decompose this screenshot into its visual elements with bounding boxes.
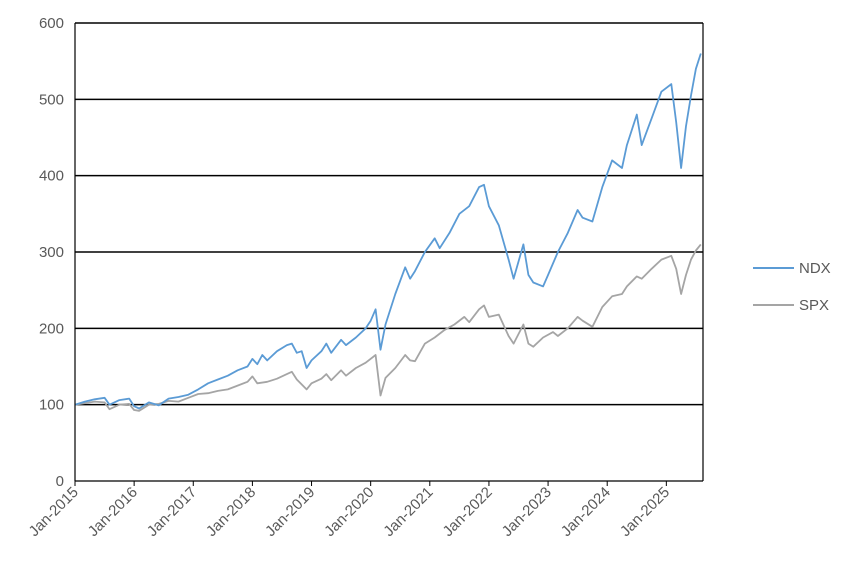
legend: NDX SPX bbox=[753, 260, 831, 314]
x-tick-label: Jan-2022 bbox=[440, 484, 496, 540]
y-tick-label: 0 bbox=[56, 473, 64, 490]
x-tick-label: Jan-2021 bbox=[380, 484, 436, 540]
x-tick-label: Jan-2018 bbox=[203, 484, 259, 540]
gridlines bbox=[75, 22, 703, 406]
legend-item-ndx: NDX bbox=[753, 260, 831, 277]
y-tick-label: 600 bbox=[39, 15, 64, 32]
y-tick-label: 200 bbox=[39, 320, 64, 337]
series-line-ndx bbox=[74, 53, 702, 410]
legend-label-ndx: NDX bbox=[799, 260, 831, 277]
y-tick-label: 400 bbox=[39, 168, 64, 185]
x-tick-label: Jan-2016 bbox=[85, 484, 141, 540]
x-tick-label: Jan-2015 bbox=[26, 484, 82, 540]
x-tick-label: Jan-2019 bbox=[262, 484, 318, 540]
x-tick-labels: Jan-2015 Jan-2016 Jan-2017 Jan-2018 Jan-2019… bbox=[26, 484, 674, 540]
y-tick-labels: 0 100 200 300 400 500 600 bbox=[39, 15, 64, 490]
y-tick-label: 100 bbox=[39, 397, 64, 414]
x-tick-label: Jan-2020 bbox=[321, 484, 377, 540]
axes bbox=[74, 23, 704, 486]
y-tick-label: 500 bbox=[39, 91, 64, 108]
x-tick-label: Jan-2025 bbox=[617, 484, 673, 540]
x-tick-label: Jan-2023 bbox=[499, 484, 555, 540]
x-tick-label: Jan-2017 bbox=[144, 484, 200, 540]
x-tick-label: Jan-2024 bbox=[558, 484, 614, 540]
y-tick-label: 300 bbox=[39, 244, 64, 261]
series-lines bbox=[74, 53, 702, 412]
legend-item-spx: SPX bbox=[753, 297, 829, 314]
series-line-spx bbox=[74, 243, 702, 412]
legend-label-spx: SPX bbox=[799, 297, 829, 314]
